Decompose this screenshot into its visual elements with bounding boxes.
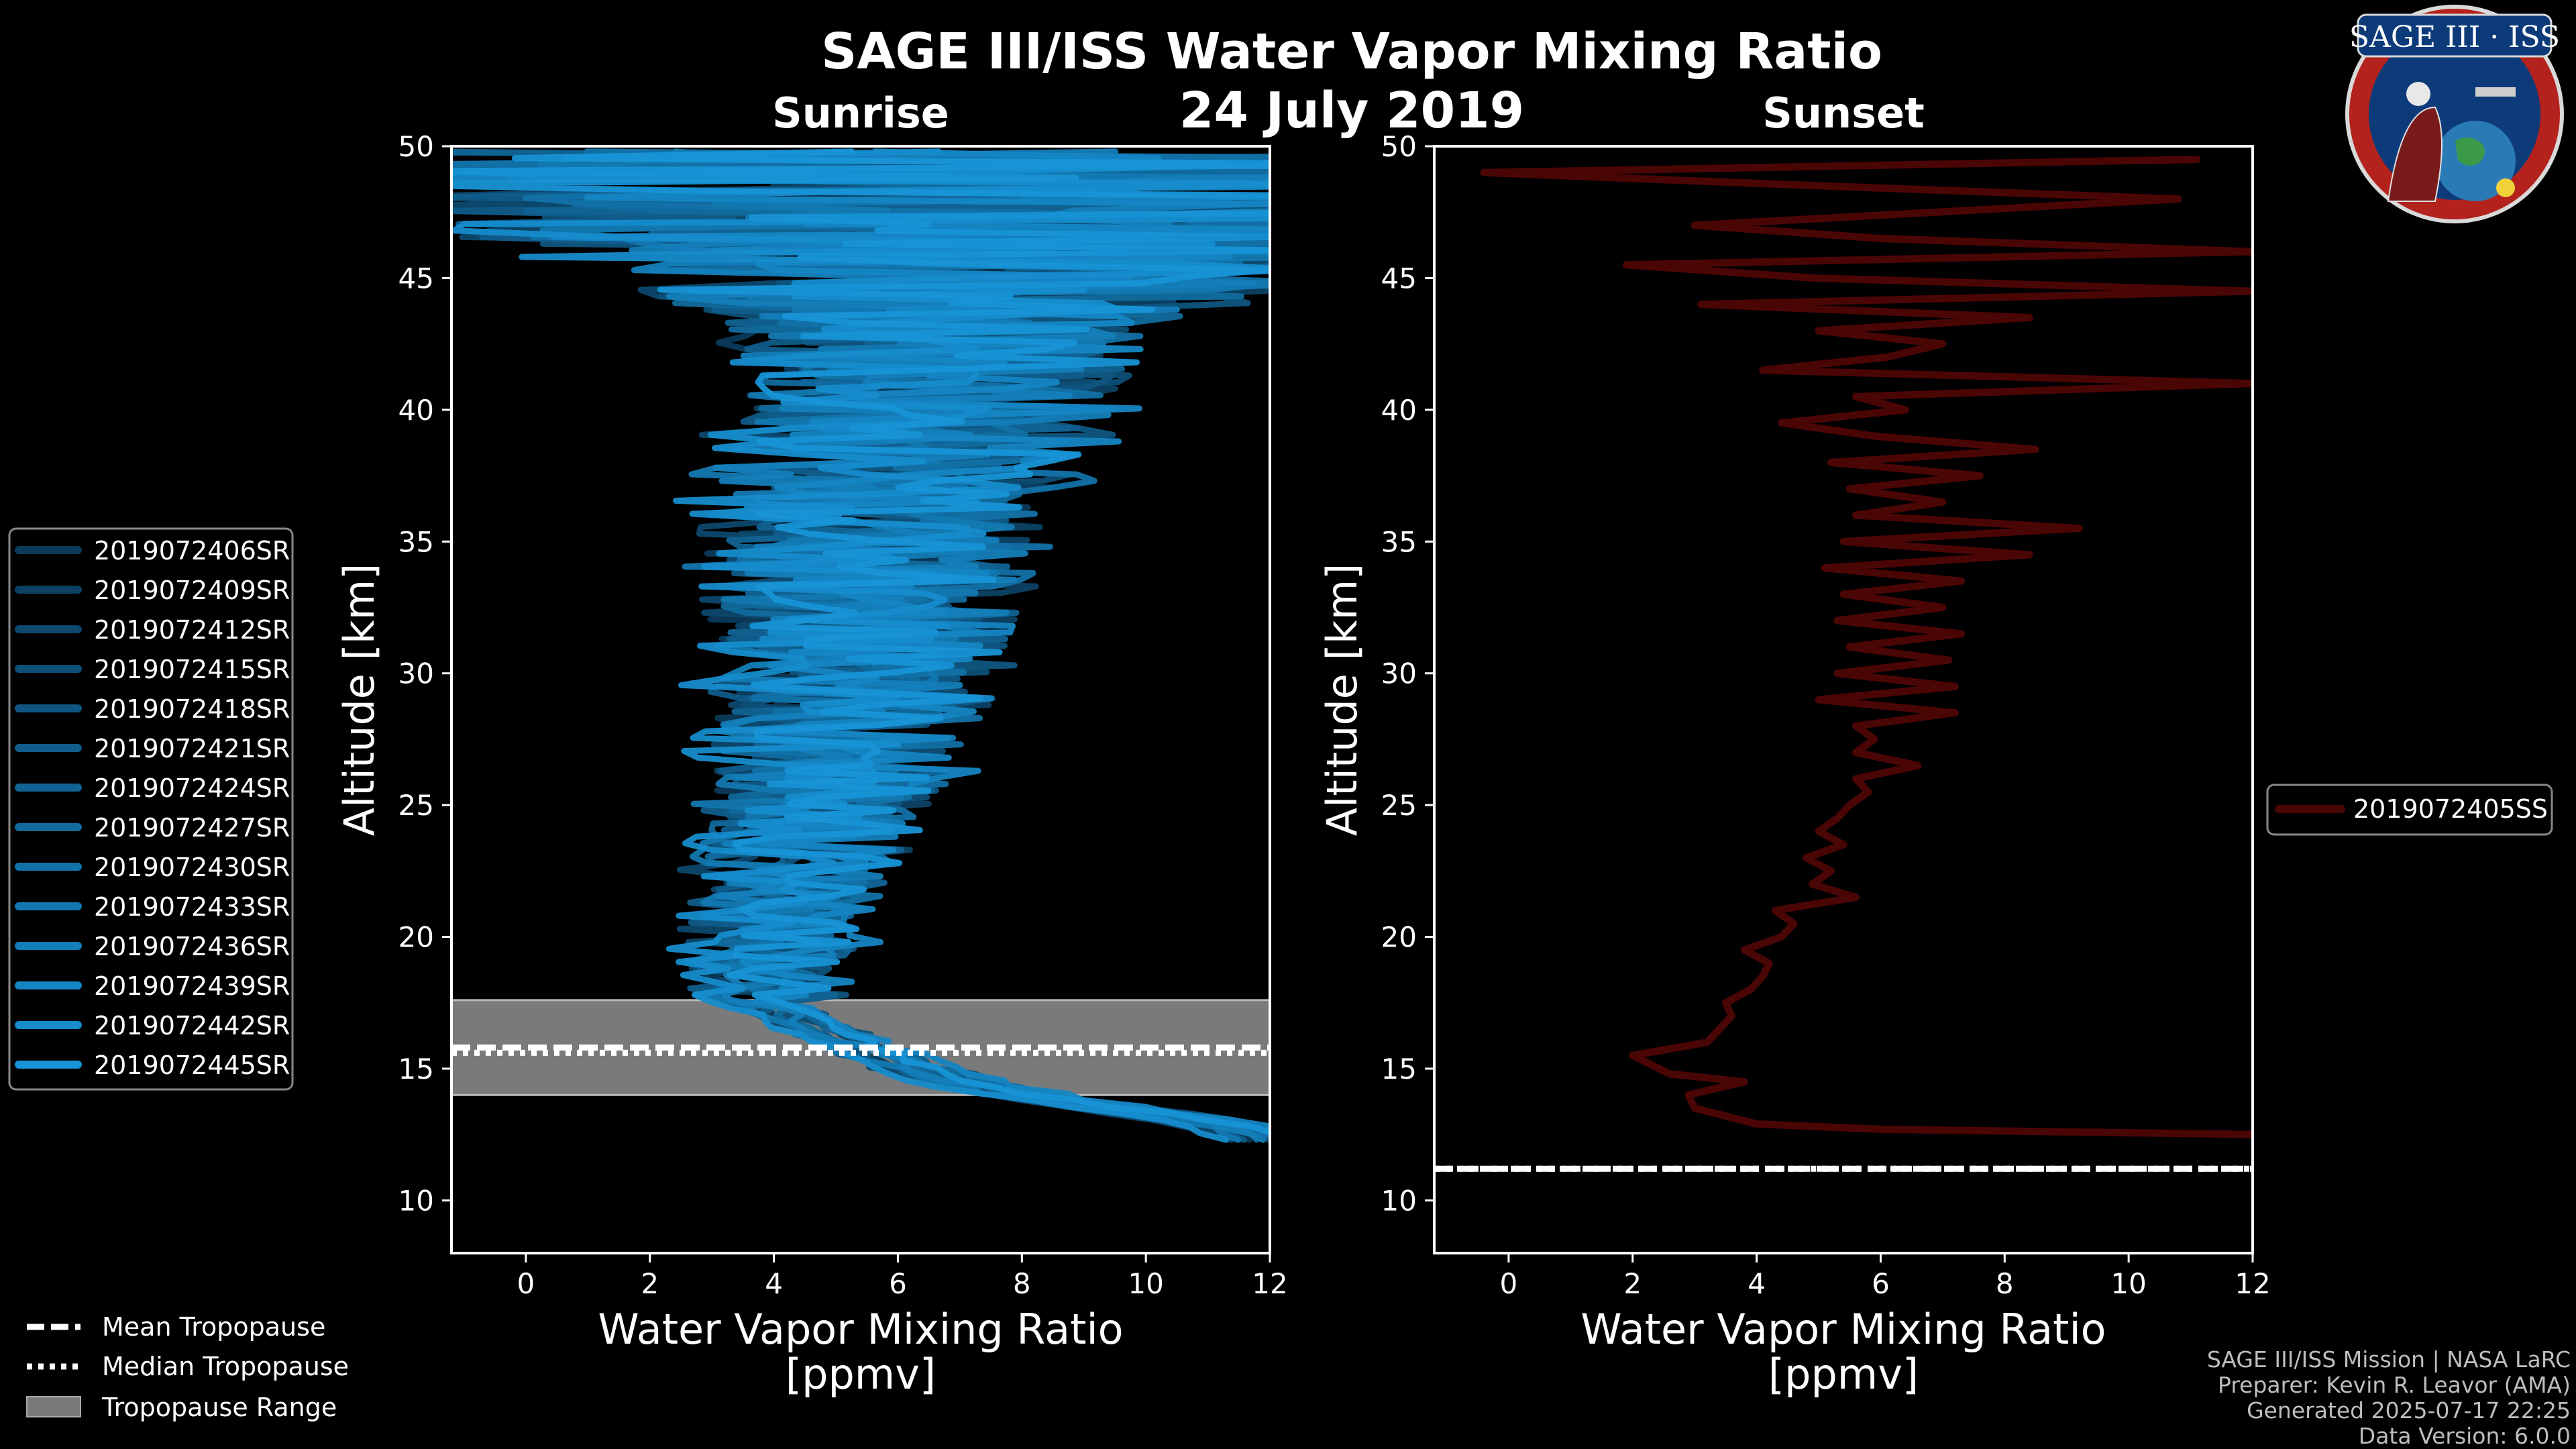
sunrise-y-tick-label: 45 <box>398 262 434 294</box>
tropopause-range-legend-label: Tropopause Range <box>101 1393 337 1422</box>
sunrise-legend-label: 2019072415SR <box>94 655 290 684</box>
sunrise-x-axis-label-line1: Water Vapor Mixing Ratio <box>598 1305 1123 1354</box>
sunrise-legend-label: 2019072418SR <box>94 694 290 724</box>
sunset-panel-title: Sunset <box>1762 89 1925 138</box>
sunrise-series-line <box>451 148 1270 1136</box>
sunrise-legend-label: 2019072439SR <box>94 971 290 1001</box>
sunset-y-tick-label: 25 <box>1381 789 1417 822</box>
tropopause-legend: Mean Tropopause Median Tropopause Tropop… <box>26 1312 349 1422</box>
sunset-legend-label: 2019072405SS <box>2353 794 2548 824</box>
sunrise-panel-title: Sunrise <box>772 89 949 138</box>
sunrise-legend-box <box>8 527 294 1091</box>
sunrise-legend-label: 2019072427SR <box>94 813 290 843</box>
sunrise-y-tick-label: 15 <box>398 1053 434 1085</box>
sunrise-series-line <box>451 148 1270 1143</box>
sunset-x-tick-label: 2 <box>1623 1267 1642 1300</box>
sunset-x-tick-label: 12 <box>2235 1267 2270 1300</box>
sunset-y-tick-label: 50 <box>1381 130 1417 163</box>
sunset-y-tick-label: 45 <box>1381 262 1417 294</box>
logo-sun-icon <box>2496 178 2515 197</box>
sunset-plot-area <box>1434 156 2253 1172</box>
sunrise-series-line <box>508 148 1270 1130</box>
sunrise-y-tick-label: 10 <box>398 1184 434 1217</box>
sunrise-legend-label: 2019072430SR <box>94 853 290 882</box>
sunrise-plot-area <box>451 148 1270 1143</box>
sunrise-y-axis-label: Altitude [km] <box>335 564 384 837</box>
logo-banner <box>2357 13 2553 58</box>
sunrise-y-ticks: 10 15 20 25 30 35 40 45 50 <box>398 130 451 1217</box>
sunrise-y-tick-label: 30 <box>398 657 434 690</box>
sunset-y-tick-label: 40 <box>1381 394 1417 427</box>
sunset-x-tick-label: 6 <box>1872 1267 1890 1300</box>
sunrise-y-tick-label: 50 <box>398 130 434 163</box>
figure-title: SAGE III/ISS Water Vapor Mixing Ratio <box>821 23 1882 80</box>
sunset-x-axis-label-line1: Water Vapor Mixing Ratio <box>1580 1305 2106 1354</box>
sunrise-axes-frame <box>450 145 1271 1254</box>
sunrise-legend-label: 2019072409SR <box>94 576 290 605</box>
sunrise-legend-label: 2019072424SR <box>94 773 290 803</box>
sunrise-legend-label: 2019072433SR <box>94 892 290 922</box>
sunrise-legend-label: 2019072436SR <box>94 932 290 961</box>
sunset-x-tick-label: 0 <box>1500 1267 1518 1300</box>
sunrise-x-tick-label: 2 <box>641 1267 659 1300</box>
median-tropopause-legend-label: Median Tropopause <box>102 1352 349 1381</box>
logo-moon-icon <box>2406 82 2430 106</box>
tropopause-range-legend-swatch <box>26 1396 81 1417</box>
sunrise-legend-label: 2019072412SR <box>94 615 290 645</box>
sunrise-x-tick-label: 12 <box>1252 1267 1287 1300</box>
sunrise-legend-label: 2019072442SR <box>94 1011 290 1040</box>
sunset-y-ticks: 10 15 20 25 30 35 40 45 50 <box>1381 130 1434 1217</box>
sunrise-x-tick-label: 10 <box>1128 1267 1163 1300</box>
sunset-x-tick-label: 10 <box>2110 1267 2146 1300</box>
sunset-y-tick-label: 15 <box>1381 1053 1417 1085</box>
sunrise-y-tick-label: 40 <box>398 394 434 427</box>
sunrise-y-tick-label: 20 <box>398 921 434 954</box>
sunset-panel: 0 2 4 6 8 10 12 10 15 20 25 30 35 40 45 50 Water Vapor… <box>1318 130 2271 1399</box>
sunset-legend-box <box>2266 784 2553 836</box>
sunrise-x-tick-label: 6 <box>889 1267 907 1300</box>
sunset-x-tick-label: 8 <box>1996 1267 2014 1300</box>
sunrise-panel: 0 2 4 6 8 10 12 10 15 20 25 30 35 40 45 50 Water Vapor… <box>335 130 1288 1399</box>
sunset-legend: 2019072405SS <box>2266 784 2553 836</box>
sunrise-y-tick-label: 35 <box>398 525 434 558</box>
sunrise-legend-label: 2019072406SR <box>94 536 290 566</box>
sunrise-x-ticks: 0 2 4 6 8 10 12 <box>517 1253 1288 1300</box>
mean-tropopause-legend-label: Mean Tropopause <box>102 1312 325 1342</box>
sunset-x-ticks: 0 2 4 6 8 10 12 <box>1500 1253 2271 1300</box>
sunset-x-tick-label: 4 <box>1748 1267 1766 1300</box>
credit-line-1: SAGE III/ISS Mission | NASA LaRC <box>2207 1346 2571 1373</box>
sunrise-x-tick-label: 4 <box>765 1267 783 1300</box>
mission-logo: SAGE III · ISS <box>2345 5 2564 223</box>
logo-station-icon <box>2475 87 2516 97</box>
sunrise-legend: 2019072406SR 2019072409SR 2019072412SR 2019… <box>8 527 294 1091</box>
sunset-axes-frame <box>1433 145 2254 1254</box>
logo-continent-icon <box>2455 137 2485 166</box>
sunset-y-axis-label: Altitude [km] <box>1318 564 1366 837</box>
credit-line-2: Preparer: Kevin R. Leavor (AMA) <box>2218 1372 2571 1398</box>
sunset-x-axis-label-line2: [ppmv] <box>1768 1350 1919 1399</box>
sunrise-legend-label: 2019072421SR <box>94 734 290 763</box>
sunrise-x-tick-label: 8 <box>1013 1267 1031 1300</box>
credit-line-3: Generated 2025-07-17 22:25 <box>2247 1397 2571 1424</box>
sunrise-x-tick-label: 0 <box>517 1267 535 1300</box>
sunrise-legend-label: 2019072445SR <box>94 1051 290 1080</box>
credit-line-4: Data Version: 6.0.0 <box>2359 1423 2571 1449</box>
sunrise-x-axis-label-line2: [ppmv] <box>786 1350 936 1399</box>
sunset-y-tick-label: 35 <box>1381 525 1417 558</box>
sunrise-y-tick-label: 25 <box>398 789 434 822</box>
sunset-series-line <box>1480 156 2253 1138</box>
logo-title: SAGE III · ISS <box>2349 20 2560 54</box>
credits: SAGE III/ISS Mission | NASA LaRC Prepare… <box>2207 1346 2571 1449</box>
sunset-y-tick-label: 30 <box>1381 657 1417 690</box>
figure-date: 24 July 2019 <box>1179 82 1524 140</box>
logo-figure-icon <box>2387 106 2443 202</box>
sunset-y-tick-label: 10 <box>1381 1184 1417 1217</box>
sunset-y-tick-label: 20 <box>1381 921 1417 954</box>
